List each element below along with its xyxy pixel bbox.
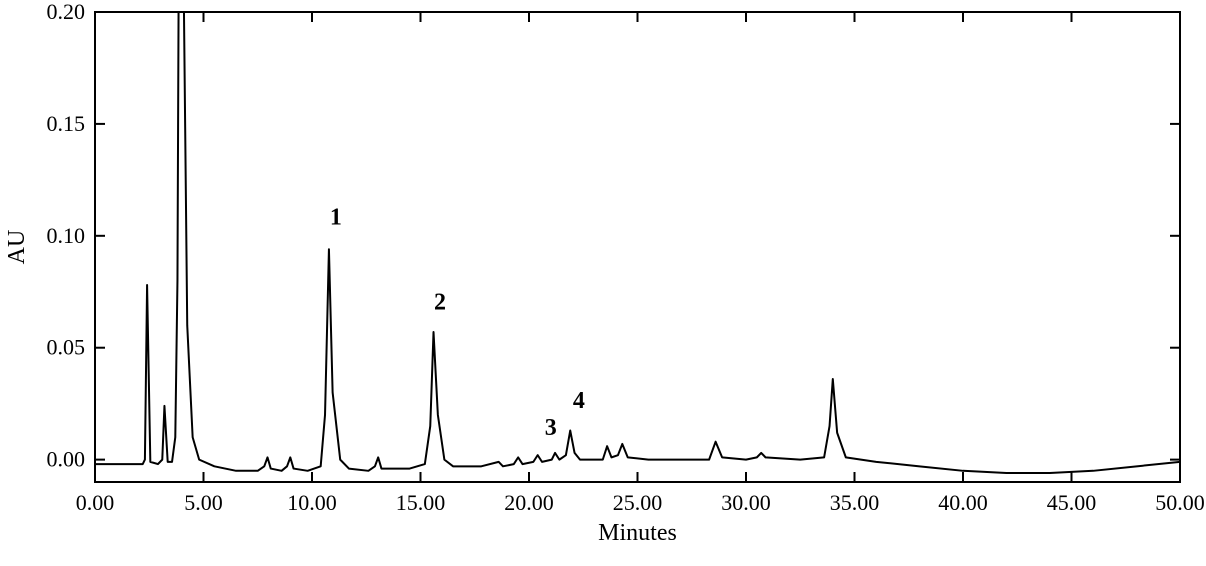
plot-frame — [95, 12, 1180, 482]
y-tick-label: 0.05 — [47, 335, 86, 360]
x-tick-label: 50.00 — [1155, 490, 1205, 515]
chromatogram-trace — [95, 0, 1180, 473]
peak-label-4: 4 — [573, 388, 585, 414]
x-tick-label: 10.00 — [287, 490, 337, 515]
x-tick-label: 5.00 — [184, 490, 223, 515]
x-tick-label: 25.00 — [613, 490, 663, 515]
x-tick-label: 15.00 — [396, 490, 446, 515]
y-tick-label: 0.10 — [47, 223, 86, 248]
peak-label-1: 1 — [330, 205, 342, 231]
x-axis-label: Minutes — [598, 520, 677, 546]
peak-label-3: 3 — [545, 415, 557, 441]
y-tick-label: 0.15 — [47, 111, 86, 136]
x-tick-label: 20.00 — [504, 490, 554, 515]
y-axis-label: AU — [4, 230, 30, 265]
y-tick-label: 0.00 — [47, 447, 86, 472]
y-tick-label: 0.20 — [47, 0, 86, 24]
chromatogram-chart: 0.005.0010.0015.0020.0025.0030.0035.0040… — [0, 0, 1206, 566]
x-tick-label: 45.00 — [1047, 490, 1097, 515]
chart-container: 0.005.0010.0015.0020.0025.0030.0035.0040… — [0, 0, 1206, 566]
x-tick-label: 30.00 — [721, 490, 771, 515]
x-tick-label: 40.00 — [938, 490, 988, 515]
x-tick-label: 0.00 — [76, 490, 115, 515]
x-tick-label: 35.00 — [830, 490, 880, 515]
peak-label-2: 2 — [434, 290, 446, 316]
